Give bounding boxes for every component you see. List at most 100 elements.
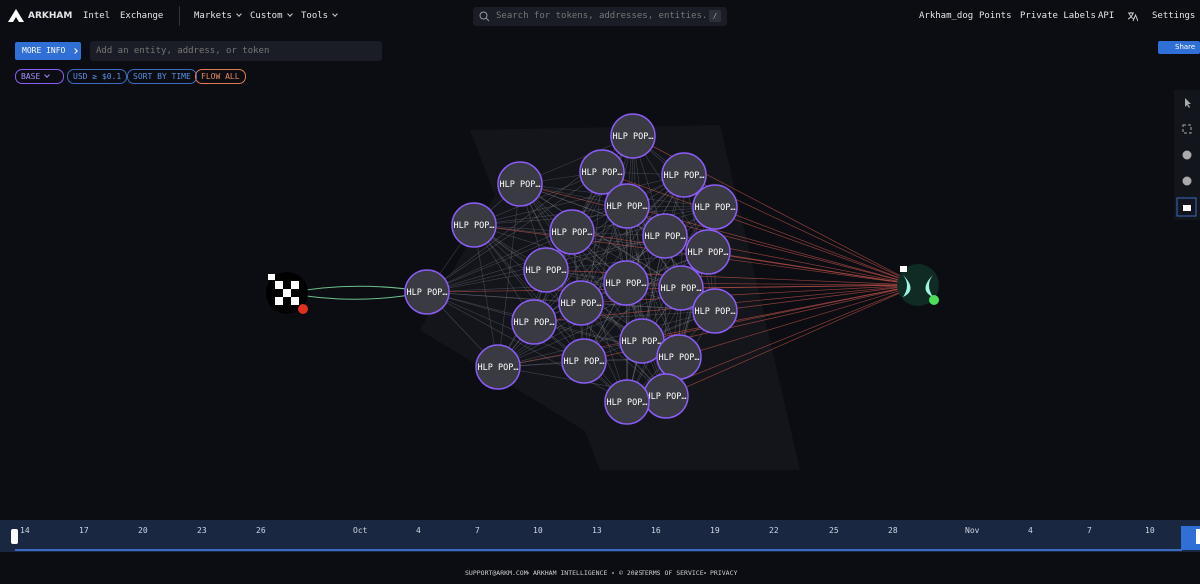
search-box[interactable]: Search for tokens, addresses, entities..… <box>473 7 727 26</box>
nav-link[interactable]: Arkham_dog <box>919 11 974 21</box>
graph-node[interactable]: HLP POP… <box>692 184 738 230</box>
graph-node[interactable]: HLP POP… <box>404 269 450 315</box>
menu[interactable]: Custom <box>250 11 293 21</box>
zoom-in-icon[interactable] <box>1182 150 1192 160</box>
brand[interactable]: ARKHAM <box>28 11 73 21</box>
edge-link <box>473 171 603 226</box>
node-circle <box>661 152 707 198</box>
entity-right <box>897 264 939 306</box>
graph-node[interactable]: HLP POP… <box>692 288 738 334</box>
graph-node[interactable]: HLP POP… <box>604 183 650 229</box>
graph-node[interactable]: HLP POP… <box>497 161 543 207</box>
graph-node[interactable]: HLP POP… <box>658 265 704 311</box>
graph-node[interactable]: HLP POP… <box>604 379 650 425</box>
nav-link[interactable]: API <box>1098 11 1115 21</box>
timeline-bar[interactable] <box>0 520 1200 552</box>
timeline-label: 4 <box>1028 526 1033 535</box>
edge-link <box>426 231 573 293</box>
entity-right-logo <box>903 275 933 297</box>
graph-node[interactable]: HLP POP… <box>685 229 731 275</box>
timeline-label: 16 <box>651 526 661 535</box>
edge-flow <box>714 284 919 312</box>
language-icon[interactable] <box>1127 11 1138 22</box>
button-label: Share <box>1175 43 1196 51</box>
graph-node[interactable]: HLP POP… <box>610 113 656 159</box>
fit-icon[interactable] <box>1182 124 1192 134</box>
node-label: HLP POP… <box>454 221 495 231</box>
footer-separator <box>635 572 637 574</box>
header: ARKHAM Intel Exchange Markets Custom Too… <box>0 0 1200 33</box>
edge-link <box>583 171 603 362</box>
button-label: MORE INFO <box>22 46 66 55</box>
nav-link[interactable]: Intel <box>83 11 111 21</box>
node-label: HLP POP… <box>607 398 648 408</box>
node-label: HLP POP… <box>582 168 623 178</box>
timeline-handle[interactable] <box>11 529 18 544</box>
filter-usd[interactable]: USD ≥ $0.1 <box>67 69 128 84</box>
edge-link <box>473 224 499 368</box>
node-label: HLP POP… <box>622 337 663 347</box>
menu[interactable]: Tools <box>301 11 338 21</box>
divider <box>179 6 180 26</box>
node-label: HLP POP… <box>645 232 686 242</box>
edge-link <box>632 135 709 253</box>
graph-node[interactable]: HLP POP… <box>643 373 689 419</box>
graph-node[interactable]: HLP POP… <box>656 334 702 380</box>
zoom-out-icon[interactable] <box>1182 176 1192 186</box>
node-circle <box>497 161 543 207</box>
node-label: HLP POP… <box>561 299 602 309</box>
nav-link[interactable]: Private Labels <box>1020 11 1096 21</box>
timeline-handle[interactable] <box>1196 529 1200 544</box>
footer-link: ARKHAM INTELLIGENCE <box>533 569 608 577</box>
graph-node[interactable]: HLP POP… <box>549 209 595 255</box>
pointer-icon[interactable] <box>1185 98 1191 108</box>
node-label: HLP POP… <box>564 357 605 367</box>
timeline-range <box>1181 526 1200 550</box>
edge-link <box>473 205 628 226</box>
edge-link <box>519 183 643 342</box>
graph-node[interactable]: HLP POP… <box>451 202 497 248</box>
nav-link[interactable]: Settings <box>1152 11 1196 21</box>
input-placeholder: Add an entity, address, or token <box>96 46 270 56</box>
menu[interactable]: Markets <box>194 11 242 21</box>
timeline-label: 28 <box>888 526 898 535</box>
nav-link[interactable]: Points <box>979 11 1012 21</box>
filter-flow[interactable]: FLOW ALL <box>195 69 246 84</box>
edge-link <box>497 282 627 368</box>
graph-node[interactable]: HLP POP… <box>511 299 557 345</box>
edge-link <box>626 205 680 358</box>
node-label: HLP POP… <box>552 228 593 238</box>
graph-node[interactable]: HLP POP… <box>523 247 569 293</box>
more-info-button[interactable]: MORE INFO <box>15 42 81 60</box>
node-circle <box>549 209 595 255</box>
graph-node[interactable]: HLP POP… <box>579 149 625 195</box>
filter-sort[interactable]: SORT BY TIME <box>127 69 197 84</box>
lock-button[interactable] <box>1176 197 1197 217</box>
graph-node[interactable]: HLP POP… <box>642 213 688 259</box>
footer-link: PRIVACY <box>710 569 738 577</box>
edge-link <box>426 171 603 293</box>
edge-link <box>497 287 682 368</box>
entity-input[interactable]: Add an entity, address, or token <box>90 41 382 61</box>
graph-node[interactable]: HLP POP… <box>603 260 649 306</box>
graph-node[interactable]: HLP POP… <box>561 338 607 384</box>
graph-node[interactable]: HLP POP… <box>558 280 604 326</box>
graph-node[interactable]: HLP POP… <box>661 152 707 198</box>
footer-separator <box>612 572 614 574</box>
edge-link <box>519 183 666 237</box>
node-label: HLP POP… <box>478 363 519 373</box>
timeline-label: 4 <box>416 526 421 535</box>
node-label: HLP POP… <box>646 392 687 402</box>
filter-base[interactable]: BASE <box>15 69 64 84</box>
edge-link <box>533 235 666 323</box>
edge-link <box>580 135 634 304</box>
graph-node[interactable]: HLP POP… <box>475 344 521 390</box>
edge-link <box>519 183 682 289</box>
node-circle <box>523 247 569 293</box>
node-circle <box>451 202 497 248</box>
timeline-label: Nov <box>965 526 980 535</box>
edge-link <box>426 291 585 362</box>
node-circle <box>558 280 604 326</box>
share-button[interactable]: Share <box>1158 41 1200 54</box>
nav-link[interactable]: Exchange <box>120 11 164 21</box>
